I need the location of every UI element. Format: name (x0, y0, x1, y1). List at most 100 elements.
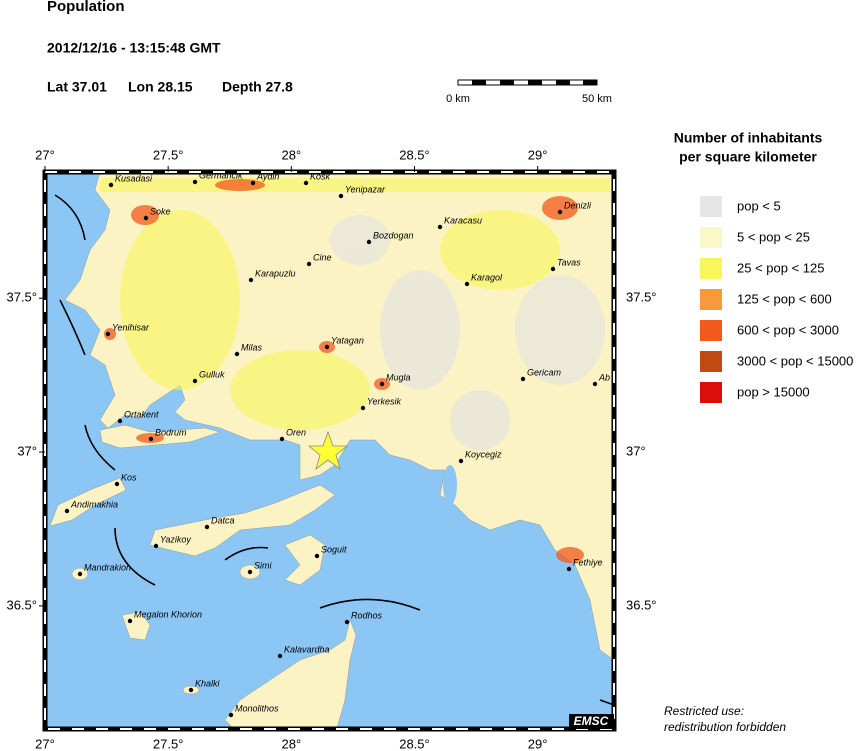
place-dot (77, 571, 83, 577)
place-label: Tavas (557, 257, 581, 267)
lat: Lat 37.01 (47, 79, 107, 95)
legend-swatch (700, 351, 722, 372)
place-label: Gulluk (199, 369, 225, 379)
place-dot (314, 553, 320, 559)
lon: Lon 28.15 (128, 79, 193, 95)
place-label: Kusadasi (115, 173, 153, 183)
place-label: Kos (121, 472, 137, 482)
place-label: Yazikoy (160, 534, 191, 544)
lon-label: 28° (281, 147, 301, 162)
legend-swatch (700, 258, 722, 279)
place-label: Datca (211, 515, 235, 525)
lon-label: 27.5° (153, 147, 184, 162)
place-dot (247, 569, 253, 575)
place-label: Karagol (471, 272, 503, 282)
legend-swatch (700, 289, 722, 310)
legend-label: 125 < pop < 600 (737, 291, 832, 306)
place-dot (127, 618, 133, 624)
place-dot (458, 458, 464, 464)
place-dot (192, 179, 198, 185)
place-label: Karacasu (444, 215, 482, 225)
place-dot (143, 215, 149, 221)
datetime: 2012/12/16 - 13:15:48 GMT (47, 40, 221, 56)
place-dot (114, 481, 120, 487)
place-dot (277, 653, 283, 659)
place-label: Yerkesik (367, 396, 402, 406)
footer: redistribution forbidden (664, 720, 786, 734)
place-dot (188, 687, 194, 693)
footer: Restricted use: (664, 704, 744, 718)
place-label: Karapuzlu (255, 268, 296, 278)
place-dot (148, 436, 154, 442)
place-dot (64, 508, 70, 514)
scale-start: 0 km (446, 93, 470, 105)
lon-label: 29° (528, 147, 548, 162)
place-label: Germancik (199, 170, 243, 180)
place-label: Kosk (310, 171, 331, 181)
lon-label: 29° (528, 736, 548, 751)
legend-swatch (700, 196, 722, 217)
lon-label: 27° (35, 736, 55, 751)
legend-title: per square kilometer (679, 149, 817, 165)
depth: Depth 27.8 (222, 79, 293, 95)
lon-label: 27.5° (153, 736, 184, 751)
place-label: Simi (254, 560, 272, 570)
places: Kusadasi Germancik Aydin Kosk Yenipazar Soke D… (64, 170, 610, 739)
place-dot (250, 180, 256, 186)
lon-label: 27° (35, 147, 55, 162)
place-dot (550, 266, 556, 272)
place-dot (344, 619, 350, 625)
legend-title: Number of inhabitants (674, 130, 823, 146)
place-dot (228, 712, 234, 718)
epicenter-star (307, 430, 349, 471)
place-dot (117, 418, 123, 424)
legend-label: pop > 15000 (737, 384, 810, 399)
lon-label: 28° (281, 736, 301, 751)
lat-label: 37° (626, 443, 646, 458)
place-dot (192, 378, 198, 384)
place-label: Kalavardha (284, 644, 330, 654)
place-dot (437, 224, 443, 230)
place-label: Fethiye (573, 557, 603, 567)
legend-label: 3000 < pop < 15000 (737, 353, 853, 368)
scale-bar (457, 79, 598, 86)
legend-swatch (700, 320, 722, 341)
place-dot (557, 209, 563, 215)
map: Kusadasi Germancik Aydin Kosk Yenipazar Soke D… (42, 169, 617, 739)
title: Population (47, 0, 125, 15)
place-dot (153, 543, 159, 549)
place-label: Bozdogan (373, 230, 414, 240)
legend-label: pop < 5 (737, 198, 781, 213)
legend-label: 5 < pop < 25 (737, 229, 810, 244)
legend-swatch (700, 382, 722, 403)
place-dot (248, 277, 254, 283)
place-dot (329, 735, 333, 739)
lat-label: 37.5° (6, 290, 37, 305)
legend-label: 600 < pop < 3000 (737, 322, 839, 337)
place-dot (464, 281, 470, 287)
place-label: Khalki (195, 678, 221, 688)
place-dot (338, 193, 344, 199)
place-label: Gericam (527, 367, 562, 377)
place-label: Denizli (564, 200, 592, 210)
place-label: Milas (241, 342, 263, 352)
place-label: Yatagan (331, 335, 364, 345)
place-dot (520, 376, 526, 382)
lat-label: 37.5° (626, 290, 657, 305)
place-label: Yenihisar (112, 322, 150, 332)
place-label: Rodhos (351, 610, 383, 620)
place-label: Monolithos (235, 703, 279, 713)
place-label: Yenipazar (345, 184, 386, 194)
place-label: Oren (286, 427, 306, 437)
place-dot (279, 436, 285, 442)
place-label: Cine (313, 252, 332, 262)
place-dot (108, 182, 114, 188)
place-label: Koycegiz (465, 449, 502, 459)
place-label: Ab (598, 372, 610, 382)
place-label: Aydin (256, 171, 279, 181)
place-dot (306, 261, 312, 267)
place-dot (379, 381, 385, 387)
lat-label: 37° (17, 443, 37, 458)
